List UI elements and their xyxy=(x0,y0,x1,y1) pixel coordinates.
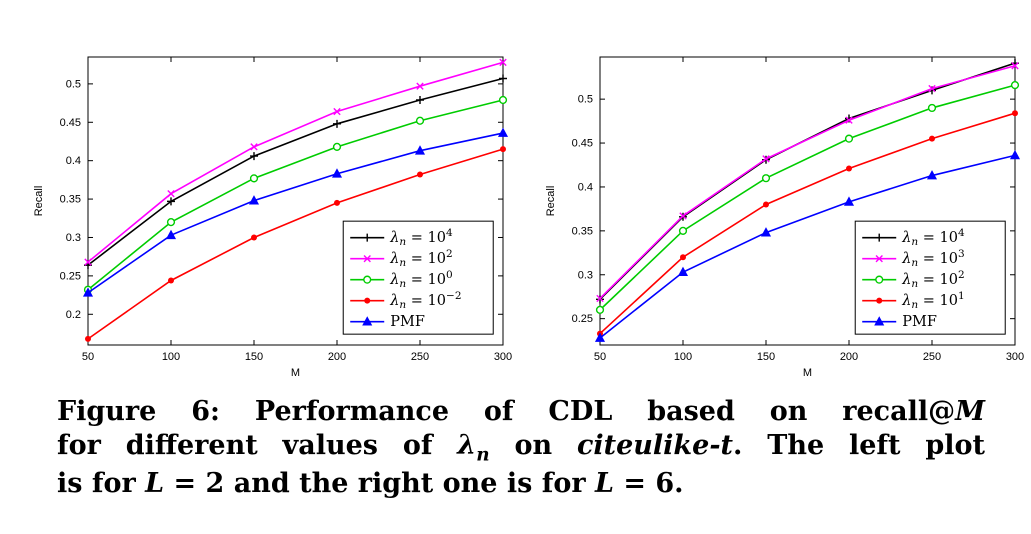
y-tick-label: 0.25 xyxy=(572,313,593,325)
y-tick-label: 0.4 xyxy=(578,181,593,193)
caption-segment: = 2 and the right one is for xyxy=(164,467,595,499)
figure-caption: Figure 6: Performance of CDL based on re… xyxy=(57,395,985,501)
caption-segment: citeulike-t xyxy=(576,430,733,462)
y-tick-label: 0.3 xyxy=(66,232,81,244)
y-tick-label: 0.35 xyxy=(60,194,81,206)
caption-segment: λ xyxy=(457,430,477,462)
x-tick-label: 300 xyxy=(1006,351,1024,363)
svg-text:λn = 102: λn = 102 xyxy=(901,269,964,290)
svg-text:λn = 102: λn = 102 xyxy=(389,248,452,269)
series-lambda_n=10^2 xyxy=(84,58,507,266)
caption-line-2: for different values of λn on citeulike-… xyxy=(57,429,985,467)
caption-segment: n xyxy=(476,444,490,466)
svg-text:λn = 101: λn = 101 xyxy=(901,290,964,311)
svg-text:λn = 103: λn = 103 xyxy=(901,248,964,269)
svg-text:λn = 104: λn = 104 xyxy=(901,227,965,248)
x-tick-label: 250 xyxy=(923,351,941,363)
y-tick-label: 0.35 xyxy=(572,225,593,237)
y-tick-label: 0.4 xyxy=(66,155,81,167)
x-tick-label: 50 xyxy=(82,351,94,363)
y-axis-label: Recall xyxy=(545,186,557,217)
y-tick-label: 0.45 xyxy=(60,117,81,129)
series-PMF xyxy=(82,127,509,297)
svg-text:PMF: PMF xyxy=(902,314,937,330)
recall-chart-L6: 50 100 150 200 250 300 0.25 0.3 0.35 0.4 0.45 0.5 M R… xyxy=(538,43,1029,383)
svg-text:λn = 10−2: λn = 10−2 xyxy=(389,290,461,311)
series-lambda_n=10^2 xyxy=(595,80,1020,314)
caption-segment: L xyxy=(145,467,165,499)
caption-line-1: Figure 6: Performance of CDL based on re… xyxy=(57,395,985,429)
y-tick-label: 0.3 xyxy=(578,269,593,281)
caption-segment: M xyxy=(955,396,985,427)
svg-text:PMF: PMF xyxy=(390,314,425,330)
series-lambda_n=10^3 xyxy=(596,62,1019,303)
x-tick-label: 300 xyxy=(494,351,512,363)
y-axis-label: Recall xyxy=(33,186,45,217)
series-lambda_n=10^-2 xyxy=(85,146,506,342)
caption-segment: is for xyxy=(57,467,146,499)
y-tick-label: 0.5 xyxy=(578,94,593,106)
svg-text:λn = 104: λn = 104 xyxy=(389,227,453,248)
x-tick-label: 100 xyxy=(674,351,692,363)
caption-segment: Figure 6: Performance of CDL based on re… xyxy=(57,396,956,427)
caption-segment: = 6. xyxy=(613,467,684,499)
series-lambda_n=10^0 xyxy=(83,95,508,294)
caption-segment: on xyxy=(489,430,577,462)
caption-segment: . The left plot xyxy=(733,430,985,462)
x-tick-label: 200 xyxy=(328,351,346,363)
charts-row: 50 100 150 200 250 300 0.2 0.25 0.3 0.35 0.4 0.45 0.… xyxy=(26,43,1029,383)
series-lambda_n=10^1 xyxy=(597,110,1018,337)
series-PMF xyxy=(594,149,1021,342)
x-tick-label: 100 xyxy=(162,351,180,363)
x-axis-label: M xyxy=(803,367,812,379)
y-tick-label: 0.45 xyxy=(572,138,593,150)
x-tick-label: 150 xyxy=(757,351,775,363)
x-tick-label: 250 xyxy=(411,351,429,363)
x-tick-label: 150 xyxy=(245,351,263,363)
caption-segment: for different values of xyxy=(57,430,458,462)
x-tick-label: 200 xyxy=(840,351,858,363)
y-tick-label: 0.5 xyxy=(66,78,81,90)
x-tick-label: 50 xyxy=(594,351,606,363)
x-axis-label: M xyxy=(291,367,300,379)
y-tick-label: 0.2 xyxy=(66,309,81,321)
caption-segment: L xyxy=(594,467,614,499)
svg-text:λn = 100: λn = 100 xyxy=(389,269,452,290)
caption-line-3: is for L = 2 and the right one is for L … xyxy=(57,467,985,501)
y-tick-label: 0.25 xyxy=(60,270,81,282)
recall-chart-L2: 50 100 150 200 250 300 0.2 0.25 0.3 0.35 0.4 0.45 0.… xyxy=(26,43,517,383)
